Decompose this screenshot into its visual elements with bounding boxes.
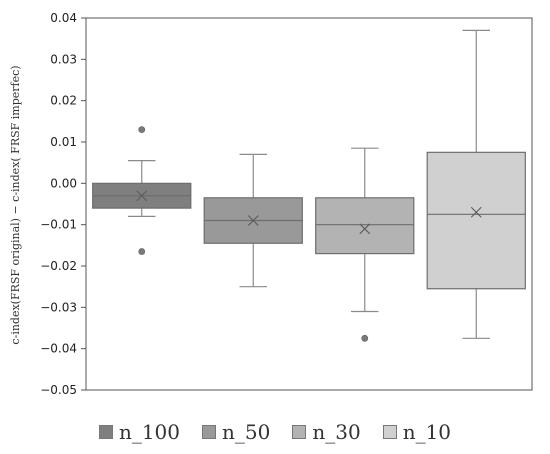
legend-label: n_50 bbox=[222, 420, 271, 444]
y-tick-label: −0.01 bbox=[40, 218, 77, 232]
plot-area: 0.04 0.03 0.02 0.01 0.00 −0.01 −0.02 −0.03 −0.04… bbox=[40, 11, 533, 397]
mean-marker bbox=[136, 190, 148, 202]
plot-frame bbox=[85, 17, 533, 391]
mean-marker bbox=[470, 206, 482, 218]
box-plot-chart: 0.04 0.03 0.02 0.01 0.00 −0.01 −0.02 −0.03 −0.04… bbox=[9, 11, 533, 397]
mean-marker bbox=[247, 215, 259, 226]
legend-item-n_10: n_10 bbox=[382, 420, 452, 444]
y-tick-label: 0.01 bbox=[50, 135, 77, 149]
legend-label: n_10 bbox=[402, 420, 452, 444]
y-tick-label: −0.02 bbox=[40, 259, 77, 273]
y-tick-label: −0.05 bbox=[40, 383, 77, 397]
legend-swatch bbox=[98, 425, 113, 439]
y-tick-label: −0.04 bbox=[40, 342, 77, 356]
y-tick-label: 0.03 bbox=[50, 52, 77, 66]
y-tick-label: −0.03 bbox=[40, 300, 77, 314]
legend-swatch bbox=[292, 425, 307, 439]
box-n_10 bbox=[426, 151, 526, 290]
outlier-point bbox=[361, 334, 369, 342]
outlier-point bbox=[138, 126, 146, 134]
mean-marker bbox=[359, 223, 371, 235]
legend-item-n_30: n_30 bbox=[292, 420, 361, 444]
y-tick-label: 0.02 bbox=[50, 94, 77, 108]
legend-item-n_50: n_50 bbox=[202, 420, 270, 444]
legend-swatch bbox=[382, 425, 397, 439]
legend-label: n_100 bbox=[118, 420, 181, 444]
legend-item-n_100: n_100 bbox=[98, 420, 181, 444]
legend-label: n_30 bbox=[312, 420, 361, 444]
y-tick-label: 0.00 bbox=[50, 176, 77, 190]
box-n_30 bbox=[315, 197, 415, 255]
y-axis-label: c-index(FRSF original) − c-index( FRSF i… bbox=[9, 65, 22, 344]
outlier-point bbox=[138, 248, 146, 255]
y-tick-label: 0.04 bbox=[50, 11, 77, 25]
legend: n_100 n_50 n_30 n_10 bbox=[0, 418, 550, 446]
legend-swatch bbox=[202, 425, 217, 439]
